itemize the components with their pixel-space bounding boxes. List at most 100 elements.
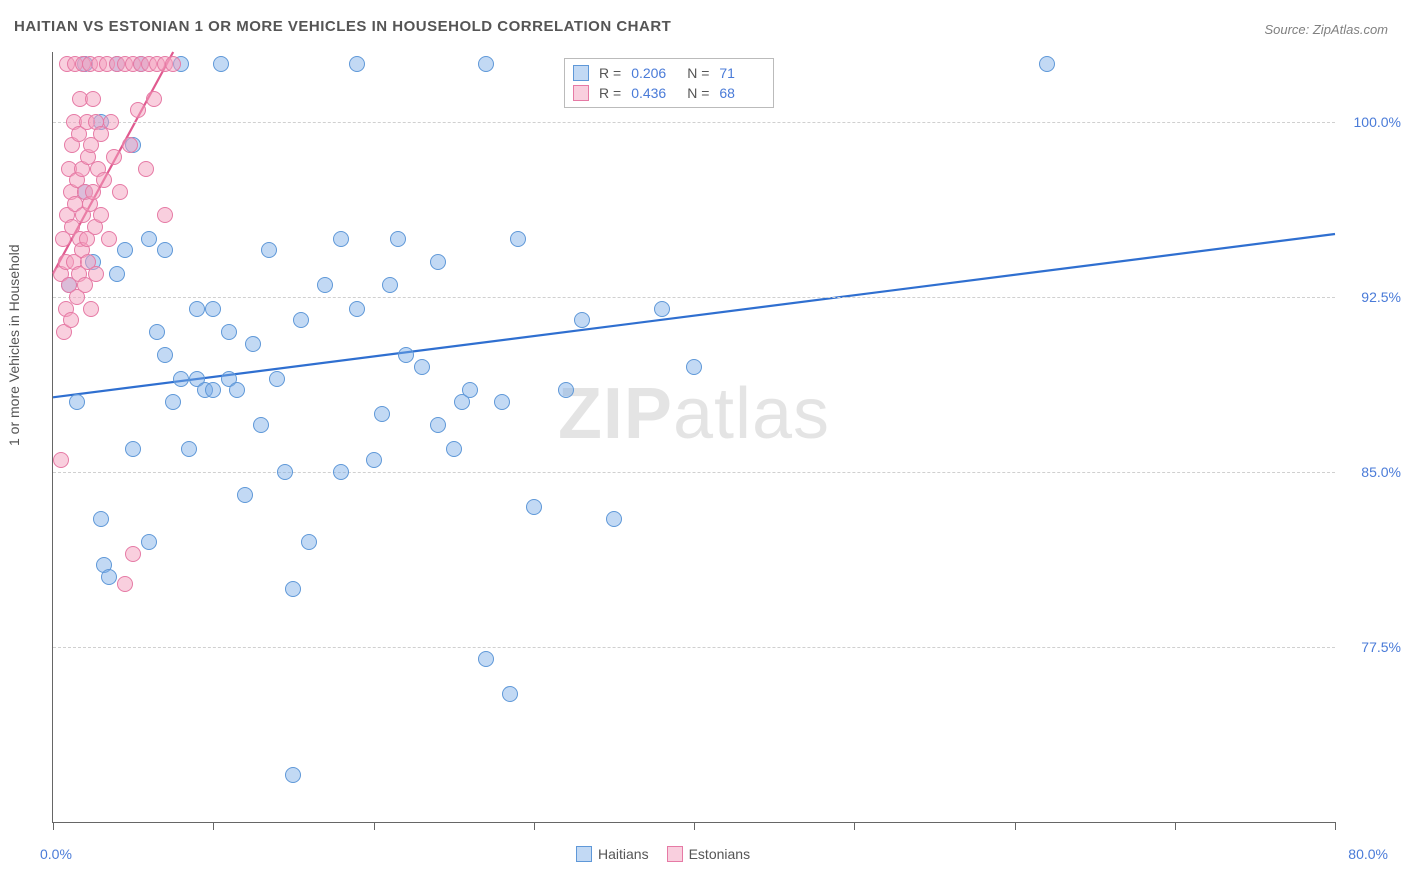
data-point <box>510 231 526 247</box>
x-tick <box>213 822 214 830</box>
x-tick <box>534 822 535 830</box>
data-point <box>130 102 146 118</box>
data-point <box>301 534 317 550</box>
gridline <box>53 297 1335 298</box>
data-point <box>141 534 157 550</box>
x-tick <box>1335 822 1336 830</box>
y-tick-label: 92.5% <box>1361 289 1401 305</box>
data-point <box>686 359 702 375</box>
data-point <box>117 576 133 592</box>
stats-legend-row: R = 0.436 N = 68 <box>573 83 765 103</box>
data-point <box>502 686 518 702</box>
data-point <box>349 301 365 317</box>
data-point <box>269 371 285 387</box>
stat-n-label: N = <box>687 65 709 81</box>
gridline <box>53 122 1335 123</box>
legend-swatch <box>573 85 589 101</box>
data-point <box>125 441 141 457</box>
data-point <box>101 231 117 247</box>
data-point <box>293 312 309 328</box>
legend-label: Haitians <box>598 846 649 862</box>
trend-lines <box>53 52 1335 822</box>
data-point <box>138 161 154 177</box>
data-point <box>165 56 181 72</box>
legend-item: Estonians <box>667 846 750 862</box>
data-point <box>526 499 542 515</box>
data-point <box>446 441 462 457</box>
x-tick <box>53 822 54 830</box>
data-point <box>96 172 112 188</box>
stat-n-value: 68 <box>719 85 765 101</box>
data-point <box>229 382 245 398</box>
data-point <box>149 324 165 340</box>
data-point <box>189 301 205 317</box>
data-point <box>366 452 382 468</box>
source-attribution: Source: ZipAtlas.com <box>1264 22 1388 37</box>
data-point <box>245 336 261 352</box>
data-point <box>398 347 414 363</box>
data-point <box>85 91 101 107</box>
data-point <box>654 301 670 317</box>
data-point <box>106 149 122 165</box>
data-point <box>261 242 277 258</box>
data-point <box>349 56 365 72</box>
stat-r-value: 0.436 <box>631 85 677 101</box>
x-axis-max-label: 80.0% <box>1348 846 1388 862</box>
data-point <box>93 207 109 223</box>
chart-title: HAITIAN VS ESTONIAN 1 OR MORE VEHICLES I… <box>14 18 671 35</box>
stat-n-label: N = <box>687 85 709 101</box>
data-point <box>83 301 99 317</box>
stat-r-label: R = <box>599 85 621 101</box>
data-point <box>462 382 478 398</box>
x-axis-min-label: 0.0% <box>40 846 72 862</box>
x-tick <box>1175 822 1176 830</box>
data-point <box>173 371 189 387</box>
data-point <box>221 324 237 340</box>
data-point <box>390 231 406 247</box>
data-point <box>478 651 494 667</box>
legend-swatch <box>667 846 683 862</box>
data-point <box>285 581 301 597</box>
data-point <box>63 312 79 328</box>
data-point <box>333 464 349 480</box>
data-point <box>157 242 173 258</box>
data-point <box>53 452 69 468</box>
chart-container: HAITIAN VS ESTONIAN 1 OR MORE VEHICLES I… <box>0 0 1406 892</box>
data-point <box>237 487 253 503</box>
stat-n-value: 71 <box>719 65 765 81</box>
x-tick <box>694 822 695 830</box>
data-point <box>277 464 293 480</box>
data-point <box>205 301 221 317</box>
data-point <box>122 137 138 153</box>
x-tick <box>854 822 855 830</box>
y-tick-label: 85.0% <box>1361 464 1401 480</box>
legend-swatch <box>576 846 592 862</box>
data-point <box>253 417 269 433</box>
data-point <box>285 767 301 783</box>
data-point <box>112 184 128 200</box>
data-point <box>333 231 349 247</box>
data-point <box>414 359 430 375</box>
data-point <box>141 231 157 247</box>
data-point <box>494 394 510 410</box>
y-tick-label: 100.0% <box>1354 114 1401 130</box>
data-point <box>157 207 173 223</box>
data-point <box>478 56 494 72</box>
data-point <box>430 417 446 433</box>
data-point <box>117 242 133 258</box>
data-point <box>374 406 390 422</box>
data-point <box>574 312 590 328</box>
data-point <box>606 511 622 527</box>
data-point <box>146 91 162 107</box>
data-point <box>181 441 197 457</box>
data-point <box>101 569 117 585</box>
legend-item: Haitians <box>576 846 649 862</box>
series-legend: Haitians Estonians <box>576 846 750 862</box>
data-point <box>205 382 221 398</box>
watermark: ZIPatlas <box>558 373 830 455</box>
data-point <box>125 546 141 562</box>
x-tick <box>1015 822 1016 830</box>
legend-swatch <box>573 65 589 81</box>
data-point <box>430 254 446 270</box>
data-point <box>558 382 574 398</box>
